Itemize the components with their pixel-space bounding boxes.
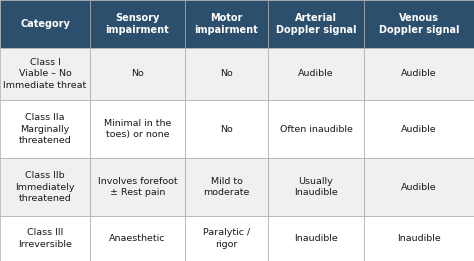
Bar [185, 0, 268, 48]
Text: Minimal in the
toes) or none: Minimal in the toes) or none [104, 119, 171, 139]
Text: Anaesthetic: Anaesthetic [109, 234, 166, 243]
Text: Category: Category [20, 19, 70, 29]
Bar [268, 158, 364, 216]
Bar [185, 48, 268, 100]
Bar [185, 100, 268, 158]
Text: Class IIa
Marginally
threatened: Class IIa Marginally threatened [18, 113, 72, 145]
Text: No: No [131, 69, 144, 79]
Text: Inaudible: Inaudible [294, 234, 338, 243]
Text: Inaudible: Inaudible [397, 234, 441, 243]
Bar [0, 0, 90, 48]
Text: Audible: Audible [401, 182, 437, 192]
Text: Class I
Viable – No
Immediate threat: Class I Viable – No Immediate threat [3, 58, 87, 90]
Bar [185, 216, 268, 261]
Bar [0, 100, 90, 158]
Bar [90, 158, 185, 216]
Bar [364, 216, 474, 261]
Text: Involves forefoot
± Rest pain: Involves forefoot ± Rest pain [98, 177, 177, 197]
Bar [268, 216, 364, 261]
Bar [0, 158, 90, 216]
Text: Paralytic /
rigor: Paralytic / rigor [203, 228, 250, 248]
Bar [90, 0, 185, 48]
Text: Venous
Doppler signal: Venous Doppler signal [379, 13, 459, 35]
Text: Usually
Inaudible: Usually Inaudible [294, 177, 338, 197]
Bar [364, 158, 474, 216]
Text: Often inaudible: Often inaudible [280, 124, 353, 133]
Bar [364, 0, 474, 48]
Bar [268, 0, 364, 48]
Bar [364, 48, 474, 100]
Bar [90, 216, 185, 261]
Text: No: No [220, 69, 233, 79]
Bar [0, 48, 90, 100]
Text: Audible: Audible [401, 69, 437, 79]
Bar [185, 158, 268, 216]
Bar [268, 100, 364, 158]
Text: Audible: Audible [298, 69, 334, 79]
Text: Audible: Audible [401, 124, 437, 133]
Text: Arterial
Doppler signal: Arterial Doppler signal [276, 13, 356, 35]
Text: Sensory
impairment: Sensory impairment [106, 13, 169, 35]
Text: Class IIb
Immediately
threatened: Class IIb Immediately threatened [15, 171, 75, 203]
Text: Motor
impairment: Motor impairment [195, 13, 258, 35]
Bar [90, 100, 185, 158]
Text: Class III
Irreversible: Class III Irreversible [18, 228, 72, 248]
Bar [364, 100, 474, 158]
Bar [268, 48, 364, 100]
Text: No: No [220, 124, 233, 133]
Bar [0, 216, 90, 261]
Text: Mild to
moderate: Mild to moderate [203, 177, 250, 197]
Bar [90, 48, 185, 100]
